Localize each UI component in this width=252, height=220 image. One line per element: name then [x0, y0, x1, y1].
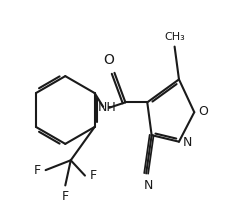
Text: F: F [89, 169, 96, 182]
Text: O: O [197, 104, 207, 118]
Text: O: O [103, 53, 114, 67]
Text: N: N [143, 179, 152, 192]
Text: NH: NH [97, 101, 116, 114]
Text: F: F [34, 164, 41, 177]
Text: CH₃: CH₃ [164, 32, 184, 42]
Text: N: N [182, 136, 192, 149]
Text: F: F [61, 190, 69, 203]
